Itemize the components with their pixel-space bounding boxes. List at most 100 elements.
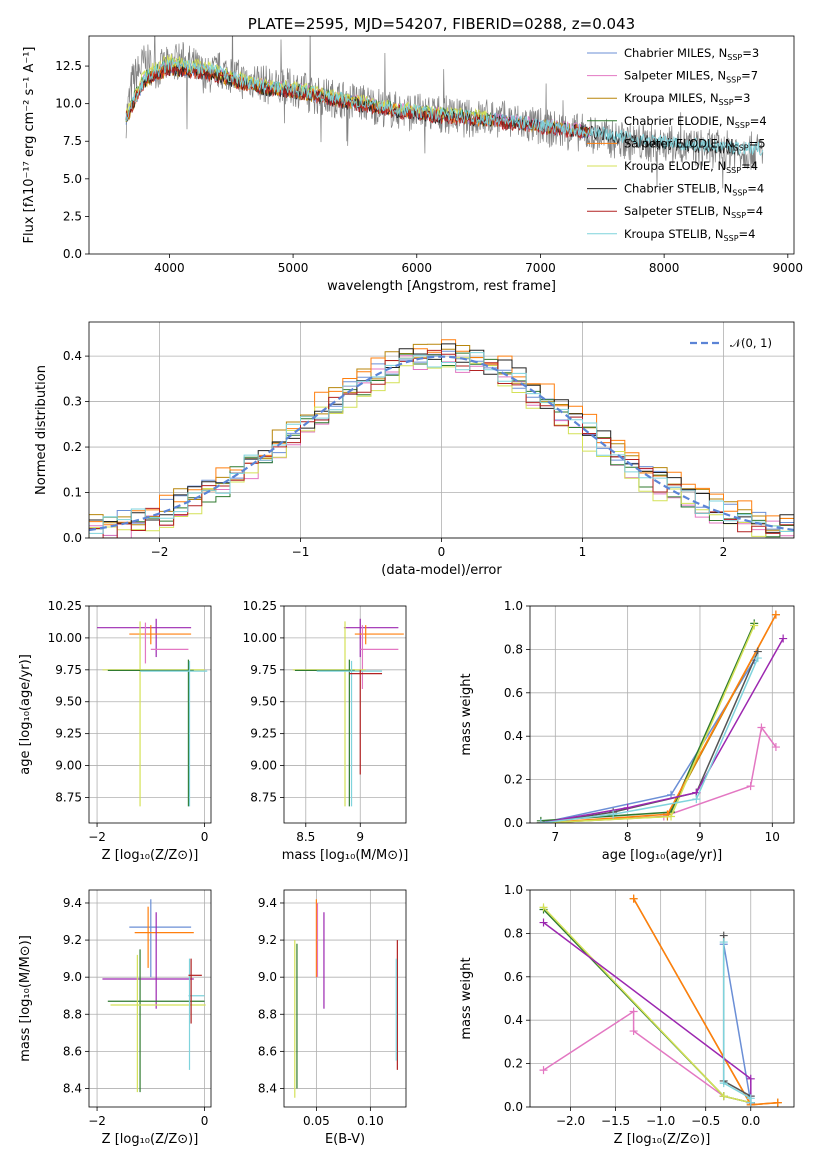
y-tick-label: 9.0 (63, 970, 82, 984)
legend-label: 𝒩(0, 1) (730, 336, 772, 350)
y-tick-label: 0.4 (504, 1013, 523, 1027)
x-axis-label: Z [log₁₀(Z/Z⊙)] (102, 1132, 199, 1147)
x-tick-label: −1 (292, 545, 310, 559)
weight-marker (753, 654, 762, 663)
legend-label: Kroupa MILES, NSSP=3 (624, 91, 750, 107)
weight-marker (757, 723, 766, 732)
y-tick-label: 0.0 (63, 247, 82, 261)
weight-marker (629, 1027, 638, 1036)
y-tick-label: 0.6 (504, 686, 523, 700)
ticks: −2 0 8.75 9.00 9.25 9.50 9.75 10.00 10.25 (48, 599, 209, 844)
axes-frame (88, 889, 212, 1108)
x-axis-label: wavelength [Angstrom, rest frame] (327, 279, 556, 294)
weight-marker (746, 1074, 755, 1083)
z-age-panel: −2 0 8.75 9.00 9.25 9.50 9.75 10.00 10.25 Z [log₁… (18, 599, 212, 863)
x-tick-label: 9000 (773, 261, 804, 275)
x-tick-label: 0.10 (357, 1114, 384, 1128)
x-axis-label: E(B-V) (325, 1132, 365, 1147)
y-tick-label: 8.8 (258, 1007, 277, 1021)
y-tick-label: 10.25 (48, 599, 82, 613)
mass-age-panel: 8.5 9 8.75 9.00 9.25 9.50 9.75 10.00 10.25 mass [… (243, 599, 409, 863)
x-tick-label: −2 (88, 830, 106, 844)
axes-frame (283, 605, 407, 824)
weight-marker (629, 894, 638, 903)
y-tick-label: 12.5 (55, 59, 82, 73)
plot-area (539, 894, 782, 1107)
legend-label: Salpeter ELODIE, NSSP=5 (624, 136, 766, 152)
y-tick-label: 9.0 (258, 970, 277, 984)
z-weight-panel: −2.0 −1.5 −1.0 −0.5 0.0 0.0 0.2 0.4 0.6 0.8 1.0 Z [… (459, 883, 795, 1147)
histogram-8 (89, 352, 794, 534)
x-tick-label: −0.5 (691, 1114, 720, 1128)
weight-marker (667, 812, 676, 821)
weight-marker (536, 819, 545, 823)
weight-marker (539, 918, 548, 927)
ticks: −2.0 −1.5 −1.0 −0.5 0.0 0.0 0.2 0.4 0.6 0.8 1.0 (504, 883, 760, 1128)
weight-line-7 (540, 638, 784, 823)
spectrum-panel: 4000 5000 6000 7000 8000 9000 0.0 2.5 5.0 7.5 10.0… (22, 15, 804, 294)
weight-marker (539, 903, 548, 912)
ticks: 8.5 9 8.75 9.00 9.25 9.50 9.75 10.00 10.25 (243, 599, 364, 844)
x-tick-label: 0.0 (741, 1114, 760, 1128)
x-tick-label: 2 (720, 545, 728, 559)
plot-area (102, 899, 206, 1093)
weight-marker (692, 795, 701, 804)
legend: 𝒩(0, 1) (690, 336, 772, 350)
weight-line-7 (543, 921, 752, 1103)
y-tick-label: 0.4 (63, 349, 82, 363)
y-tick-label: 10.25 (243, 599, 277, 613)
weight-marker (719, 938, 728, 947)
legend-label: Kroupa STELIB, NSSP=4 (624, 227, 755, 243)
x-tick-label: 7 (551, 830, 559, 844)
chart-title: PLATE=2595, MJD=54207, FIBERID=0288, z=0… (248, 15, 635, 33)
x-tick-label: 10 (765, 830, 780, 844)
x-tick-label: −2 (88, 1114, 106, 1128)
x-tick-label: −2.0 (556, 1114, 585, 1128)
x-tick-label: 7000 (525, 261, 556, 275)
plot-area (294, 899, 398, 1098)
y-tick-label: 0.8 (504, 642, 523, 656)
ticks: 7 8 9 10 0.0 0.2 0.4 0.6 0.8 1.0 (504, 599, 780, 844)
y-tick-label: 9.50 (55, 695, 82, 709)
y-tick-label: 8.8 (63, 1007, 82, 1021)
axes-frame (88, 321, 795, 539)
z-mass-panel: −2 0 8.4 8.6 8.8 9.0 9.2 9.4 Z [log₁₀(Z/Z⊙)] mass… (18, 889, 212, 1147)
plot-area (125, 36, 764, 189)
grid (530, 605, 794, 824)
y-axis-label: mass weight (459, 673, 474, 755)
y-tick-label: 1.0 (504, 883, 523, 897)
model-line-5 (125, 54, 491, 123)
x-tick-label: 9 (356, 830, 364, 844)
data-spectrum-line (125, 36, 764, 189)
y-axis-label: age [log₁₀(age/yr)] (18, 654, 33, 775)
y-tick-label: 8.75 (55, 790, 82, 804)
y-tick-label: 9.25 (55, 727, 82, 741)
x-tick-label: 0 (438, 545, 446, 559)
y-tick-label: 8.4 (258, 1081, 277, 1095)
x-tick-label: 4000 (154, 261, 185, 275)
x-tick-label: 0 (201, 1114, 209, 1128)
legend-label: Chabrier MILES, NSSP=3 (624, 46, 759, 62)
weight-line-3 (540, 623, 755, 822)
axes-frame (88, 605, 212, 824)
y-axis-label: mass weight (459, 957, 474, 1039)
weight-marker (779, 634, 788, 643)
y-tick-label: 0.6 (504, 970, 523, 984)
weight-marker (623, 803, 632, 812)
weight-marker (746, 782, 755, 791)
grid (89, 605, 211, 823)
grid (284, 890, 406, 1107)
model-line-8 (125, 58, 764, 156)
y-tick-label: 9.00 (55, 759, 82, 773)
y-tick-label: 0.0 (63, 531, 82, 545)
x-axis-label: (data-model)/error (381, 563, 502, 578)
legend-label: Chabrier STELIB, NSSP=4 (624, 182, 764, 198)
y-axis-label: mass [log₁₀(M/M⊙)] (18, 935, 33, 1062)
y-tick-label: 0.4 (504, 729, 523, 743)
x-tick-label: 0.05 (303, 1114, 330, 1128)
x-tick-label: −1.5 (601, 1114, 630, 1128)
x-tick-label: 9 (696, 830, 704, 844)
plot-area (97, 618, 208, 807)
y-tick-label: 9.2 (63, 933, 82, 947)
ticks: −2 −1 0 1 2 0.0 0.1 0.2 0.3 0.4 (63, 349, 727, 559)
